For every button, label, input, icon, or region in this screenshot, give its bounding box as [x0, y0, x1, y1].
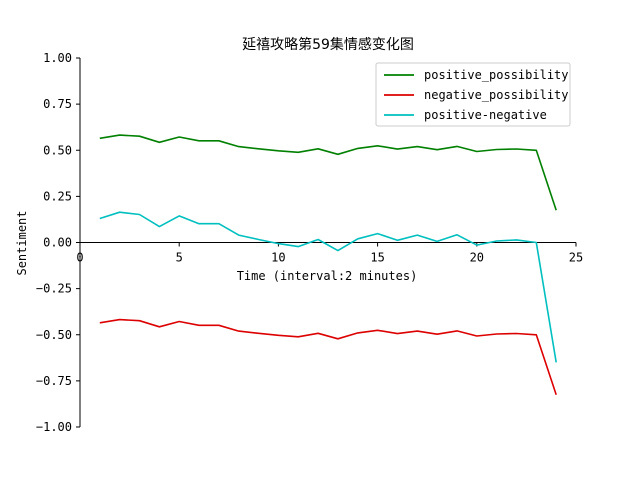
legend-label: negative_possibility: [424, 88, 569, 102]
y-tick-label: 1.00: [43, 51, 72, 65]
x-tick-label: 15: [370, 251, 384, 265]
x-tick-label: 10: [271, 251, 285, 265]
y-tick-label: 0.25: [43, 189, 72, 203]
legend-label: positive_possibility: [424, 68, 569, 82]
series-line-negative_possibility: [99, 318, 557, 395]
y-tick-label: 0.00: [43, 236, 72, 250]
x-tick-label: 0: [76, 251, 83, 265]
legend-frame: [375, 62, 571, 127]
y-tick-label: 0.75: [43, 97, 72, 111]
x-axis-label: Time (interval:2 minutes): [237, 269, 418, 283]
y-tick-label: −0.50: [36, 328, 72, 342]
y-tick-label: −1.00: [36, 420, 72, 434]
x-tick-label: 25: [569, 251, 583, 265]
series-layer: [99, 134, 557, 395]
legend-label: positive-negative: [424, 108, 547, 122]
x-tick-label: 5: [176, 251, 183, 265]
chart-title: 延禧攻略第59集情感变化图: [242, 36, 414, 53]
series-line-positive_possibility: [99, 134, 557, 211]
y-tick-label: −0.25: [36, 282, 72, 296]
x-tick-label: 20: [470, 251, 484, 265]
y-axis-label: Sentiment: [15, 210, 29, 275]
legend: positive_possibility negative_possibility…: [375, 62, 571, 127]
y-tick-label: 0.50: [43, 143, 72, 157]
y-tick-label: −0.75: [36, 374, 72, 388]
axes: 1.00 0.75 0.50 0.25 0.00 −0.25 −0.50 −0.75 −1.00…: [36, 51, 583, 434]
series-line-positive-negative: [99, 211, 557, 363]
